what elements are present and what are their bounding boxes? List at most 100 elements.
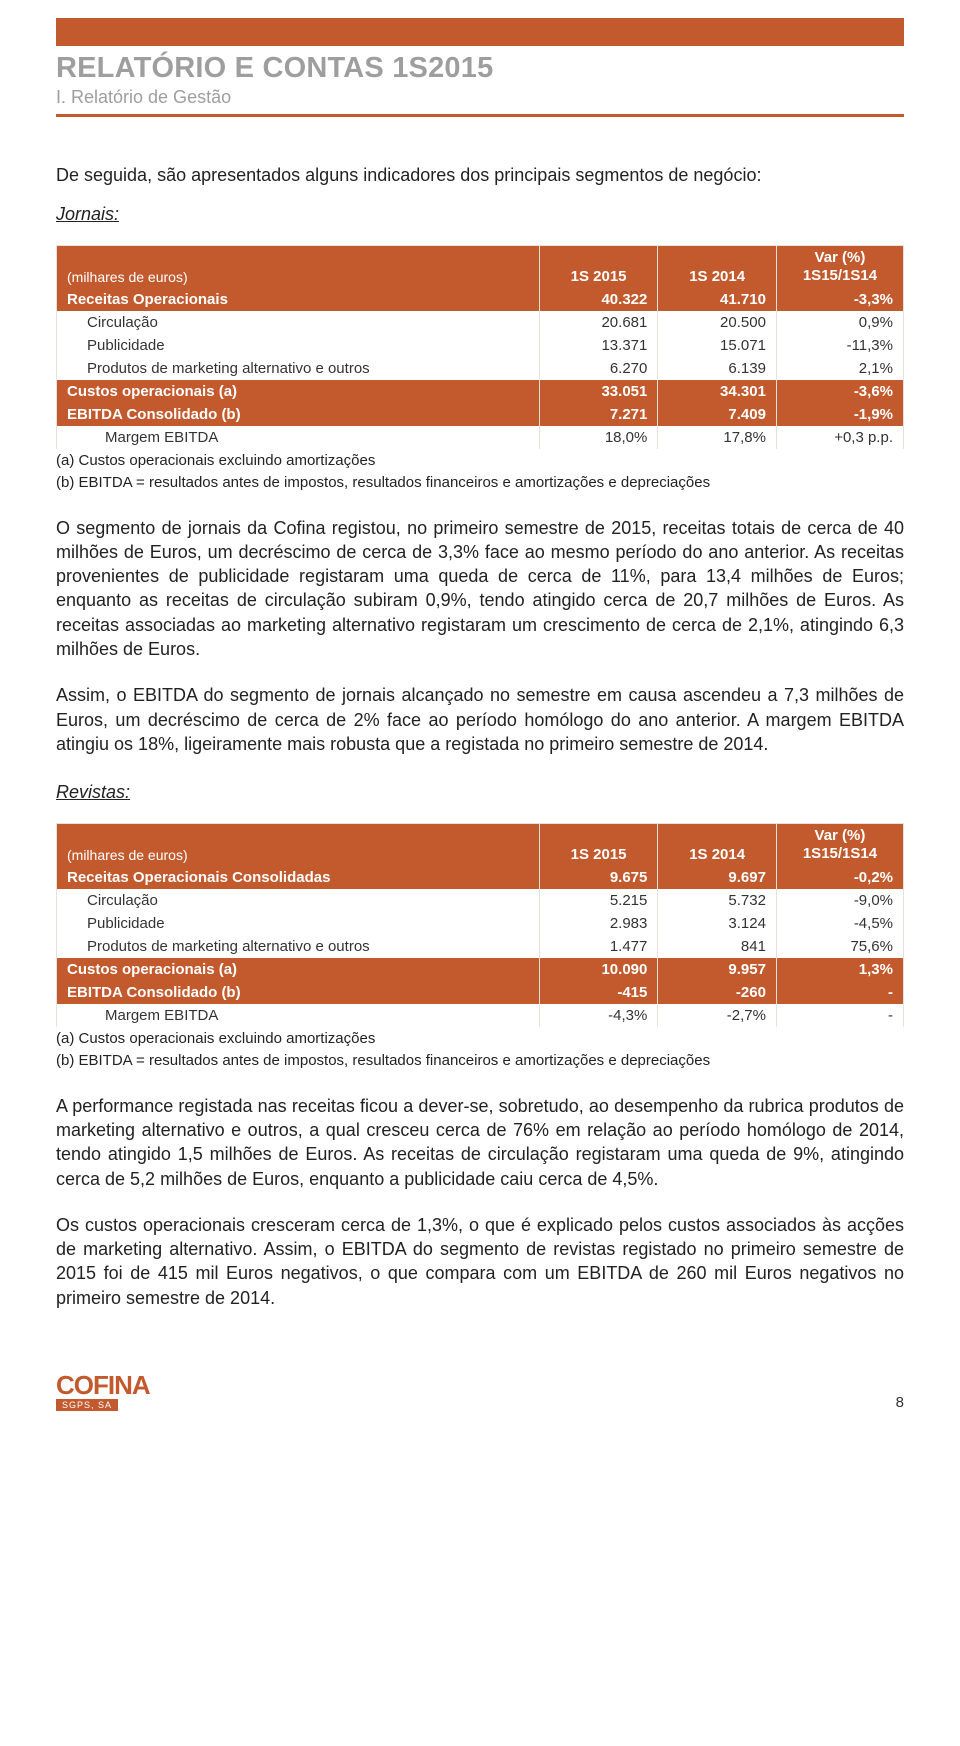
row-label: Publicidade xyxy=(57,334,540,357)
row-value-2015: 6.270 xyxy=(539,357,658,380)
row-value-var: -1,9% xyxy=(776,403,903,426)
table-row: Custos operacionais (a)33.05134.301-3,6% xyxy=(57,380,904,403)
row-value-2014: -2,7% xyxy=(658,1004,777,1027)
footnote-b: (b) EBITDA = resultados antes de imposto… xyxy=(56,473,904,493)
table-jornais: (milhares de euros) 1S 2015 1S 2014 Var … xyxy=(56,245,904,449)
footnote-b: (b) EBITDA = resultados antes de imposto… xyxy=(56,1051,904,1071)
row-value-2014: 17,8% xyxy=(658,426,777,449)
col-var-line1: Var (%) xyxy=(815,827,866,844)
doc-subtitle: I. Relatório de Gestão xyxy=(56,87,904,108)
table-row: Margem EBITDA18,0%17,8%+0,3 p.p. xyxy=(57,426,904,449)
revistas-paragraph-2: Os custos operacionais cresceram cerca d… xyxy=(56,1213,904,1310)
row-value-2015: -415 xyxy=(539,981,658,1004)
table-header-row: (milhares de euros) 1S 2015 1S 2014 Var … xyxy=(57,824,904,867)
row-label: Receitas Operacionais xyxy=(57,288,540,311)
row-value-2014: 15.071 xyxy=(658,334,777,357)
row-value-2015: 5.215 xyxy=(539,889,658,912)
table-row: Produtos de marketing alternativo e outr… xyxy=(57,935,904,958)
row-value-2014: 20.500 xyxy=(658,311,777,334)
logo-sub-text: SGPS, SA xyxy=(56,1399,118,1411)
jornais-paragraph-1: O segmento de jornais da Cofina registou… xyxy=(56,516,904,662)
table-row: Produtos de marketing alternativo e outr… xyxy=(57,357,904,380)
jornais-paragraph-2: Assim, o EBITDA do segmento de jornais a… xyxy=(56,683,904,756)
col-var-line2: 1S15/1S14 xyxy=(803,267,877,284)
row-value-2014: 9.697 xyxy=(658,866,777,889)
row-value-var: - xyxy=(776,1004,903,1027)
row-value-2014: -260 xyxy=(658,981,777,1004)
row-value-var: -4,5% xyxy=(776,912,903,935)
row-label: Custos operacionais (a) xyxy=(57,958,540,981)
header-accent-bar xyxy=(56,18,904,46)
row-value-2015: 2.983 xyxy=(539,912,658,935)
row-value-var: -3,3% xyxy=(776,288,903,311)
row-label: Circulação xyxy=(57,889,540,912)
col-var: Var (%) 1S15/1S14 xyxy=(776,246,903,289)
row-value-2014: 7.409 xyxy=(658,403,777,426)
row-value-2015: 1.477 xyxy=(539,935,658,958)
cofina-logo: COFINA SGPS, SA xyxy=(56,1370,150,1411)
row-value-2014: 6.139 xyxy=(658,357,777,380)
table-row: Margem EBITDA-4,3%-2,7%- xyxy=(57,1004,904,1027)
col-label: (milhares de euros) xyxy=(57,824,540,867)
table-row: Publicidade2.9833.124-4,5% xyxy=(57,912,904,935)
page-footer: COFINA SGPS, SA 8 xyxy=(56,1370,904,1411)
row-value-2014: 3.124 xyxy=(658,912,777,935)
table-header-row: (milhares de euros) 1S 2015 1S 2014 Var … xyxy=(57,246,904,289)
logo-main-text: COFINA xyxy=(56,1370,150,1401)
row-value-2015: 13.371 xyxy=(539,334,658,357)
table-revistas: (milhares de euros) 1S 2015 1S 2014 Var … xyxy=(56,823,904,1027)
section-title-jornais: Jornais: xyxy=(56,204,904,225)
row-value-var: -9,0% xyxy=(776,889,903,912)
col-2015: 1S 2015 xyxy=(539,246,658,289)
col-2015: 1S 2015 xyxy=(539,824,658,867)
col-2014: 1S 2014 xyxy=(658,824,777,867)
row-label: Custos operacionais (a) xyxy=(57,380,540,403)
col-var-line2: 1S15/1S14 xyxy=(803,845,877,862)
row-label: Margem EBITDA xyxy=(57,1004,540,1027)
header-divider xyxy=(56,114,904,117)
row-value-var: +0,3 p.p. xyxy=(776,426,903,449)
row-value-2015: -4,3% xyxy=(539,1004,658,1027)
row-value-var: 0,9% xyxy=(776,311,903,334)
row-value-var: - xyxy=(776,981,903,1004)
table-row: Custos operacionais (a)10.0909.9571,3% xyxy=(57,958,904,981)
table-row: Circulação5.2155.732-9,0% xyxy=(57,889,904,912)
row-value-2015: 9.675 xyxy=(539,866,658,889)
row-label: Produtos de marketing alternativo e outr… xyxy=(57,935,540,958)
col-var-line1: Var (%) xyxy=(815,249,866,266)
table-row: Receitas Operacionais40.32241.710-3,3% xyxy=(57,288,904,311)
page-number: 8 xyxy=(896,1394,904,1411)
row-value-var: 1,3% xyxy=(776,958,903,981)
row-value-var: -11,3% xyxy=(776,334,903,357)
revistas-paragraph-1: A performance registada nas receitas fic… xyxy=(56,1094,904,1191)
row-value-2015: 18,0% xyxy=(539,426,658,449)
table-row: Circulação20.68120.5000,9% xyxy=(57,311,904,334)
row-value-2014: 34.301 xyxy=(658,380,777,403)
intro-text: De seguida, são apresentados alguns indi… xyxy=(56,165,904,186)
row-value-2015: 7.271 xyxy=(539,403,658,426)
row-value-2015: 10.090 xyxy=(539,958,658,981)
row-label: Margem EBITDA xyxy=(57,426,540,449)
page-content: De seguida, são apresentados alguns indi… xyxy=(56,165,904,1310)
row-value-2015: 40.322 xyxy=(539,288,658,311)
row-value-var: 75,6% xyxy=(776,935,903,958)
doc-title: RELATÓRIO E CONTAS 1S2015 xyxy=(56,52,904,85)
row-value-var: -3,6% xyxy=(776,380,903,403)
row-value-2014: 41.710 xyxy=(658,288,777,311)
table-row: EBITDA Consolidado (b)7.2717.409-1,9% xyxy=(57,403,904,426)
footnote-a: (a) Custos operacionais excluindo amorti… xyxy=(56,451,904,471)
col-2014: 1S 2014 xyxy=(658,246,777,289)
row-value-2015: 33.051 xyxy=(539,380,658,403)
row-value-2014: 9.957 xyxy=(658,958,777,981)
header-titles: RELATÓRIO E CONTAS 1S2015 I. Relatório d… xyxy=(56,52,904,108)
row-label: Produtos de marketing alternativo e outr… xyxy=(57,357,540,380)
row-value-2014: 5.732 xyxy=(658,889,777,912)
row-value-2014: 841 xyxy=(658,935,777,958)
table-row: Publicidade13.37115.071-11,3% xyxy=(57,334,904,357)
row-value-2015: 20.681 xyxy=(539,311,658,334)
row-label: Circulação xyxy=(57,311,540,334)
row-label: EBITDA Consolidado (b) xyxy=(57,981,540,1004)
table-row: EBITDA Consolidado (b)-415-260- xyxy=(57,981,904,1004)
table-row: Receitas Operacionais Consolidadas9.6759… xyxy=(57,866,904,889)
col-var: Var (%) 1S15/1S14 xyxy=(776,824,903,867)
